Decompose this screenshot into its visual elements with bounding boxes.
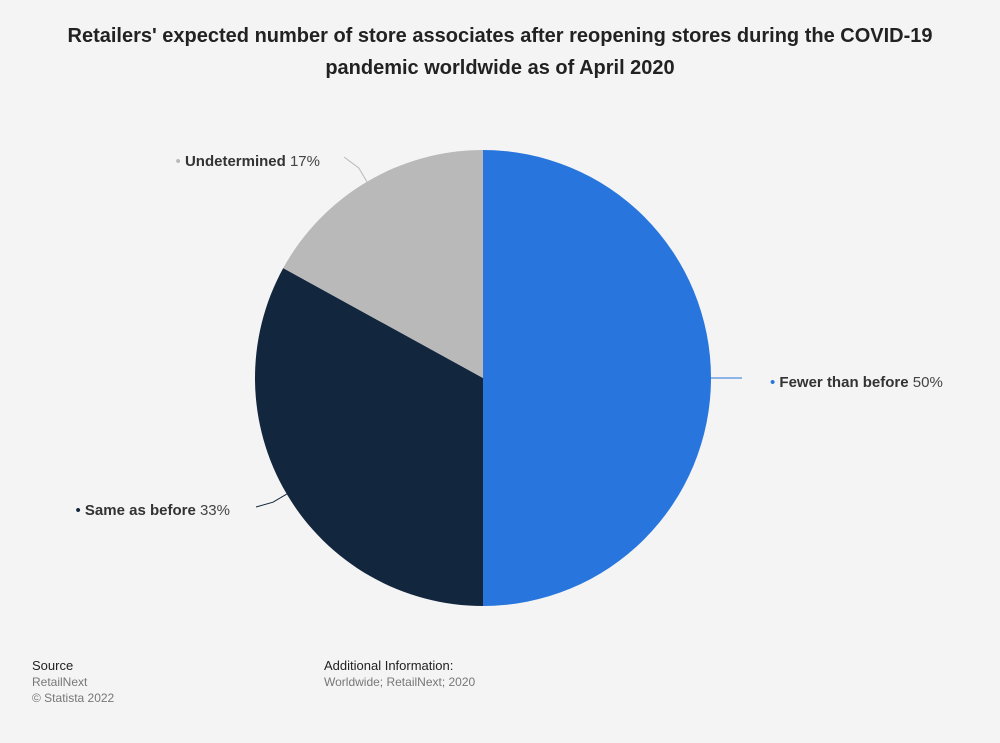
label-value: 17% (290, 153, 320, 170)
additional-info-block: Additional Information: Worldwide; Retai… (324, 658, 475, 690)
data-label-same-as-before: • Same as before 33% (75, 502, 230, 519)
label-category: Same as before (85, 502, 200, 519)
connector-line-undetermined (343, 156, 368, 183)
bullet-icon: • (770, 374, 779, 391)
source-name[interactable]: RetailNext (32, 675, 88, 689)
bullet-icon: • (75, 502, 84, 519)
copyright[interactable]: © Statista 2022 (32, 691, 115, 705)
additional-info-text: Worldwide; RetailNext; 2020 (324, 675, 476, 689)
pie-slice-fewer-than-before[interactable] (483, 150, 711, 606)
bullet-icon: • (176, 153, 185, 170)
label-category: Fewer than before (779, 374, 912, 391)
pie-slice-same-as-before[interactable] (254, 268, 483, 606)
pie-slice-undetermined[interactable] (283, 150, 483, 378)
label-value: 33% (200, 502, 230, 519)
label-value: 50% (913, 374, 943, 391)
source-block: Source RetailNext © Statista 2022 (32, 658, 114, 706)
chart-title: Retailers' expected number of store asso… (67, 25, 933, 79)
additional-info-heading[interactable]: Additional Information: (324, 658, 454, 673)
source-heading: Source (32, 658, 74, 673)
data-label-fewer-than-before: • Fewer than before 50% (770, 374, 943, 391)
data-label-undetermined: • Undetermined 17% (176, 153, 320, 170)
label-category: Undetermined (185, 153, 290, 170)
connector-line-same-as-before (255, 493, 288, 508)
